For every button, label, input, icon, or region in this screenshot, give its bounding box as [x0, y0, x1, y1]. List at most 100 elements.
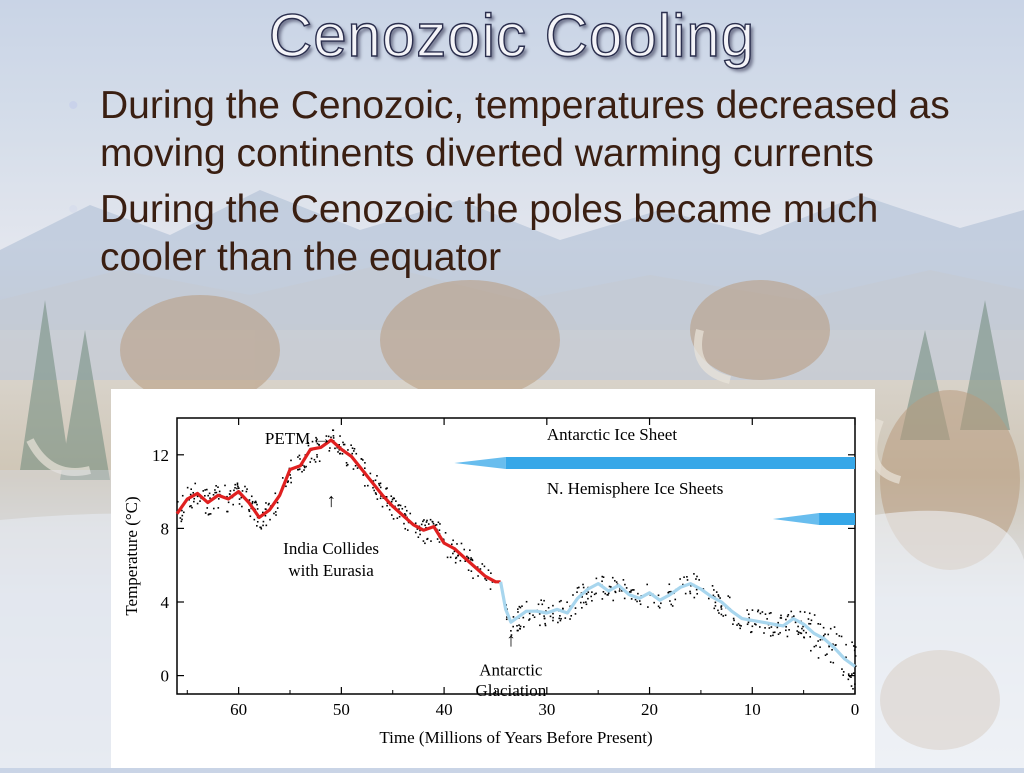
- data-point: [797, 625, 799, 628]
- data-point: [240, 496, 243, 499]
- y-axis-label: Temperature (°C): [122, 496, 141, 615]
- data-point: [732, 617, 735, 620]
- data-point: [352, 450, 355, 452]
- data-point: [690, 584, 692, 587]
- data-point: [616, 583, 619, 585]
- data-point: [360, 458, 363, 460]
- y-tick-label: 12: [152, 446, 169, 465]
- data-point: [828, 645, 830, 648]
- data-point: [840, 635, 843, 638]
- data-point: [630, 589, 632, 592]
- data-point: [345, 464, 348, 467]
- data-point: [832, 661, 835, 664]
- data-point: [780, 614, 782, 617]
- data-point: [287, 480, 289, 482]
- x-tick-label: 60: [230, 700, 247, 719]
- data-point: [732, 623, 734, 625]
- data-point: [374, 479, 377, 482]
- data-point: [717, 595, 720, 598]
- data-point: [396, 517, 399, 520]
- data-point: [352, 468, 355, 470]
- data-point: [449, 556, 452, 559]
- chart-annotation: PETM →: [265, 429, 332, 448]
- x-tick-label: 0: [851, 700, 860, 719]
- chart-annotation: India Collides: [283, 539, 379, 558]
- data-point: [334, 447, 336, 450]
- data-point: [454, 557, 457, 560]
- data-point: [803, 611, 806, 613]
- data-point: [378, 482, 380, 485]
- bullet-text: During the Cenozoic, temperatures decrea…: [100, 84, 950, 175]
- data-point: [819, 646, 821, 648]
- data-point: [470, 558, 472, 561]
- data-point: [619, 588, 621, 590]
- data-point: [572, 594, 574, 596]
- data-point: [528, 618, 531, 620]
- data-point: [674, 598, 677, 601]
- data-point: [769, 635, 772, 637]
- data-point: [779, 631, 781, 634]
- data-point: [610, 586, 612, 588]
- data-point: [318, 460, 321, 463]
- data-point: [217, 486, 219, 489]
- data-point: [618, 590, 621, 592]
- data-point: [746, 609, 748, 611]
- data-point: [309, 461, 312, 463]
- data-point: [770, 612, 772, 614]
- data-point: [810, 649, 812, 652]
- data-point: [379, 497, 382, 500]
- data-point: [285, 485, 287, 488]
- data-point: [543, 615, 545, 617]
- data-point: [404, 514, 407, 517]
- data-point: [353, 447, 356, 450]
- data-point: [385, 487, 388, 490]
- data-point: [376, 474, 378, 477]
- data-point: [438, 541, 441, 543]
- data-point: [851, 641, 853, 644]
- data-point: [303, 465, 306, 468]
- data-point: [430, 540, 432, 542]
- data-point: [307, 444, 310, 447]
- data-point: [707, 597, 710, 600]
- data-point: [813, 614, 816, 616]
- data-point: [367, 484, 369, 487]
- data-point: [630, 598, 633, 600]
- data-point: [414, 522, 417, 525]
- data-point: [249, 515, 252, 518]
- data-point: [419, 533, 421, 536]
- data-point: [374, 492, 377, 494]
- data-point: [593, 593, 596, 596]
- data-point: [379, 482, 382, 485]
- data-point: [315, 440, 318, 443]
- data-point: [314, 461, 317, 463]
- data-point: [852, 645, 855, 647]
- data-point: [739, 627, 741, 630]
- data-point: [373, 489, 376, 492]
- data-point: [241, 490, 244, 492]
- data-point: [793, 615, 795, 617]
- data-point: [345, 461, 348, 464]
- data-point: [238, 503, 241, 505]
- data-point: [612, 599, 615, 602]
- data-point: [614, 579, 616, 582]
- data-point: [543, 599, 545, 602]
- data-point: [204, 512, 207, 514]
- data-point: [574, 607, 577, 609]
- data-point: [316, 453, 318, 456]
- data-point: [236, 487, 238, 490]
- data-point: [362, 459, 364, 461]
- x-tick-label: 10: [744, 700, 761, 719]
- data-point: [202, 490, 205, 492]
- data-point: [582, 583, 584, 586]
- data-point: [214, 491, 216, 494]
- data-point: [528, 612, 531, 615]
- data-point: [516, 624, 518, 627]
- data-point: [414, 531, 417, 534]
- data-point: [566, 601, 568, 604]
- data-point: [802, 629, 805, 632]
- data-point: [522, 616, 525, 619]
- data-point: [852, 688, 854, 690]
- data-point: [552, 604, 554, 607]
- data-point: [602, 591, 605, 593]
- data-point: [289, 474, 291, 476]
